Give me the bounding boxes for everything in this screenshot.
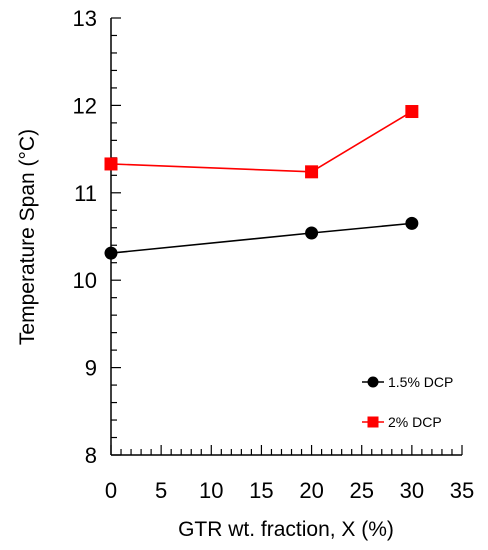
series-line (110, 110, 413, 173)
x-tick-label: 20 (299, 478, 323, 503)
x-tick-label: 35 (450, 478, 474, 503)
x-tick-label: 10 (199, 478, 223, 503)
x-tick-label: 15 (249, 478, 273, 503)
data-point (405, 105, 419, 119)
y-tick-label: 13 (73, 6, 97, 31)
x-tick-label: 5 (155, 478, 167, 503)
y-axis-title: Temperature Span (°C) (16, 129, 39, 345)
data-point (104, 157, 118, 171)
y-tick-label: 10 (73, 268, 97, 293)
y-tick-label: 11 (74, 181, 97, 206)
legend-marker (367, 416, 379, 428)
data-point (104, 246, 118, 260)
legend-label: 1.5% DCP (388, 374, 453, 390)
legend-label: 2% DCP (388, 414, 442, 430)
y-tick-label: 8 (85, 443, 97, 468)
x-tick-label: 30 (400, 478, 424, 503)
series-layer (104, 105, 419, 260)
x-tick-label: 25 (349, 478, 373, 503)
x-axis-title: GTR wt. fraction, X (%) (178, 518, 394, 541)
data-point (405, 216, 419, 230)
y-tick-label: 9 (85, 356, 97, 381)
legend: 1.5% DCP 2% DCP (362, 374, 453, 430)
y-tick-label: 12 (73, 93, 97, 118)
x-tick-label: 0 (105, 478, 117, 503)
series-line (110, 222, 412, 254)
data-point (305, 226, 319, 240)
legend-marker (367, 376, 379, 388)
axes: 8 9 10 11 12 13 0 5 10 15 20 25 30 35 (73, 6, 475, 503)
data-point (305, 165, 319, 179)
